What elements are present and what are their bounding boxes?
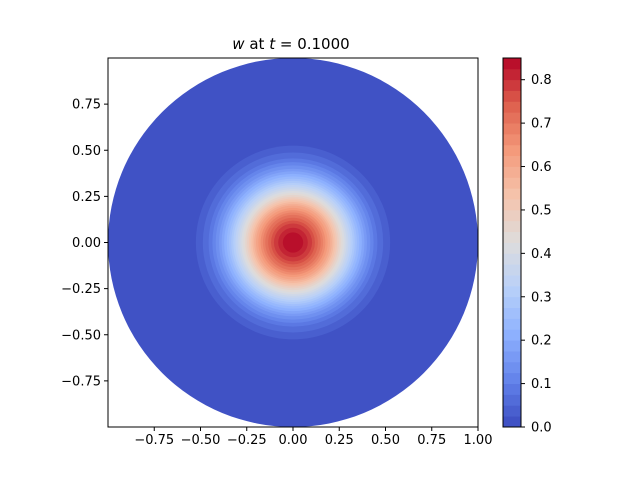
plot-area: [107, 57, 479, 428]
colorbar-segment: [503, 275, 521, 287]
colorbar-segment: [503, 253, 521, 265]
colorbar-segment: [503, 58, 521, 70]
colorbar-tick-label: 0.6: [531, 160, 552, 175]
title-equals: =: [275, 35, 297, 53]
colorbar-segment: [503, 361, 521, 374]
colorbar-frame: [502, 57, 522, 428]
colorbar-segment: [503, 416, 521, 428]
colorbar-segment: [503, 220, 521, 233]
colorbar-segment: [503, 199, 521, 211]
colorbar-tick-label: 0.7: [531, 117, 552, 132]
contour-band: [282, 232, 304, 253]
title-middle: at: [245, 35, 270, 53]
y-tick-label: 0.75: [72, 98, 101, 113]
colorbar-segment: [503, 177, 521, 189]
colorbar-tick-label: 0.1: [531, 377, 552, 392]
colorbar-segment: [503, 351, 521, 363]
y-axis: 0.75 0.50 0.25 0.00 −0.25 −0.50 −0.75: [61, 98, 108, 389]
colorbar-segment: [503, 144, 521, 157]
colorbar-segment: [503, 112, 521, 124]
colorbar-tick-label: 0.2: [531, 334, 552, 349]
x-axis: −0.75 −0.50 −0.25 0.00 0.25 0.50 0.75 1.00: [134, 427, 492, 448]
x-tick-label: 0.00: [279, 433, 308, 448]
x-tick-label: 0.25: [325, 433, 354, 448]
colorbar-tick-label: 0.4: [531, 247, 552, 262]
colorbar-segment: [503, 372, 521, 384]
colorbar-segment: [503, 264, 521, 276]
colorbar-segment: [503, 101, 521, 113]
y-tick-label: 0.00: [72, 236, 101, 251]
colorbar-segment: [503, 90, 521, 102]
colorbar-segment: [503, 68, 521, 81]
y-tick-label: −0.75: [61, 374, 101, 389]
x-tick-label: −0.25: [227, 433, 267, 448]
colorbar-segment: [503, 209, 521, 222]
colorbar-tick-label: 0.5: [531, 203, 552, 218]
x-tick-label: −0.75: [134, 433, 174, 448]
y-tick-label: 0.50: [72, 144, 101, 159]
chart-title: w at t = 0.1000: [232, 35, 349, 53]
colorbar-segment: [503, 166, 521, 178]
title-time-symbol: t: [269, 35, 276, 53]
colorbar-segment: [503, 318, 521, 330]
colorbar-segment: [503, 340, 521, 352]
colorbar-tick-label: 0.8: [531, 73, 552, 88]
colorbar-segment: [503, 123, 521, 135]
colorbar-segment: [503, 285, 521, 298]
colorbar-segment: [503, 231, 521, 243]
colorbar-segment: [503, 405, 521, 417]
colorbar-tick-label: 0.3: [531, 290, 552, 305]
colorbar-segment: [503, 133, 521, 146]
colorbar-segment: [503, 155, 521, 167]
colorbar-segment: [503, 383, 521, 395]
x-tick-label: 1.00: [464, 433, 493, 448]
x-tick-label: 0.75: [417, 433, 446, 448]
colorbar-segment: [503, 79, 521, 91]
y-tick-label: 0.25: [72, 190, 101, 205]
y-tick-label: −0.50: [61, 328, 101, 343]
colorbar-segment: [503, 329, 521, 341]
title-time-value: 0.1000: [297, 35, 350, 53]
colorbar-segment: [503, 188, 521, 200]
colorbar-segment: [503, 242, 521, 254]
y-tick-label: −0.25: [61, 282, 101, 297]
colorbar-segment: [503, 296, 521, 309]
colorbar: 0.0 0.1 0.2 0.3 0.4 0.5 0.6 0.7 0.8: [502, 57, 552, 436]
colorbar-segment: [503, 394, 521, 406]
colorbar-tick-label: 0.0: [531, 421, 552, 436]
x-tick-label: −0.50: [181, 433, 221, 448]
title-variable: w: [232, 35, 245, 53]
colorbar-segment: [503, 307, 521, 319]
x-tick-label: 0.50: [371, 433, 400, 448]
